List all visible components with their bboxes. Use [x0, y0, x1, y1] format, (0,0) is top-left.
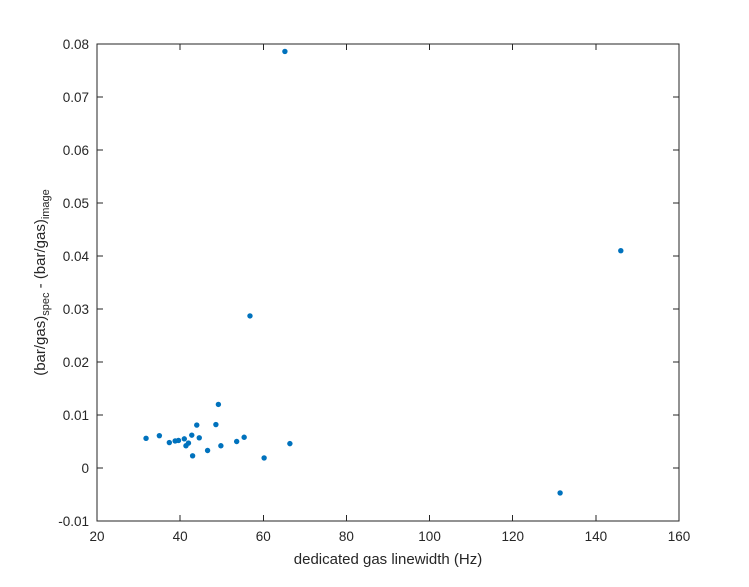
scatter-point [175, 437, 182, 444]
plot-area-box [96, 43, 680, 522]
scatter-point [156, 432, 163, 439]
scatter-point [185, 440, 192, 446]
scatter-point [143, 435, 149, 442]
scatter-point [218, 443, 224, 449]
scatter-point [196, 435, 202, 441]
y-axis-label-prefix: (bar/gas) [32, 316, 49, 376]
y-tick-label: 0.07 [63, 90, 89, 105]
x-tick-label: 120 [501, 529, 524, 544]
scatter-point [282, 48, 288, 55]
scatter-point [241, 434, 247, 440]
scatter-point [194, 422, 200, 428]
scatter-point [215, 401, 222, 408]
y-tick-label: 0 [81, 461, 89, 476]
y-tick-label: 0.06 [63, 143, 89, 158]
scatter-point [261, 455, 267, 461]
y-axis-label-subscript-spec: spec [40, 292, 52, 316]
y-axis-ticks: -0.01 0 0.01 0.02 0.03 0.04 0.05 0.06 0.07 0.08 [58, 37, 679, 529]
data-points [143, 48, 624, 496]
scatter-point [181, 436, 187, 442]
scatter-point [557, 490, 563, 496]
x-tick-label: 160 [668, 529, 691, 544]
scatter-point [189, 453, 196, 459]
x-tick-label: 20 [89, 529, 104, 544]
y-tick-label: 0.01 [63, 408, 89, 423]
x-axis-label: dedicated gas linewidth (Hz) [294, 551, 482, 568]
scatter-point [233, 438, 240, 445]
y-tick-label: 0.08 [63, 37, 89, 52]
scatter-point [166, 439, 173, 446]
y-tick-label: -0.01 [58, 514, 89, 529]
x-tick-label: 80 [339, 529, 354, 544]
scatter-point [204, 447, 211, 454]
x-tick-label: 40 [173, 529, 188, 544]
y-tick-label: 0.04 [63, 249, 90, 264]
y-tick-label: 0.03 [63, 302, 89, 317]
y-tick-label: 0.02 [63, 355, 89, 370]
x-tick-label: 100 [418, 529, 441, 544]
x-tick-label: 60 [256, 529, 271, 544]
y-tick-label: 0.05 [63, 196, 89, 211]
scatter-point [213, 421, 219, 428]
scatter-point [618, 248, 624, 254]
y-axis-label-subscript-image: image [40, 189, 52, 219]
scatter-point [287, 440, 293, 447]
y-axis-label-middle: - (bar/gas) [32, 219, 49, 292]
y-axis-label: (bar/gas)spec - (bar/gas)image [32, 189, 52, 376]
x-axis-ticks: 20 40 60 80 100 120 140 160 [89, 44, 690, 544]
scatter-point [247, 313, 253, 319]
x-tick-label: 140 [585, 529, 608, 544]
scatter-point [189, 432, 195, 438]
